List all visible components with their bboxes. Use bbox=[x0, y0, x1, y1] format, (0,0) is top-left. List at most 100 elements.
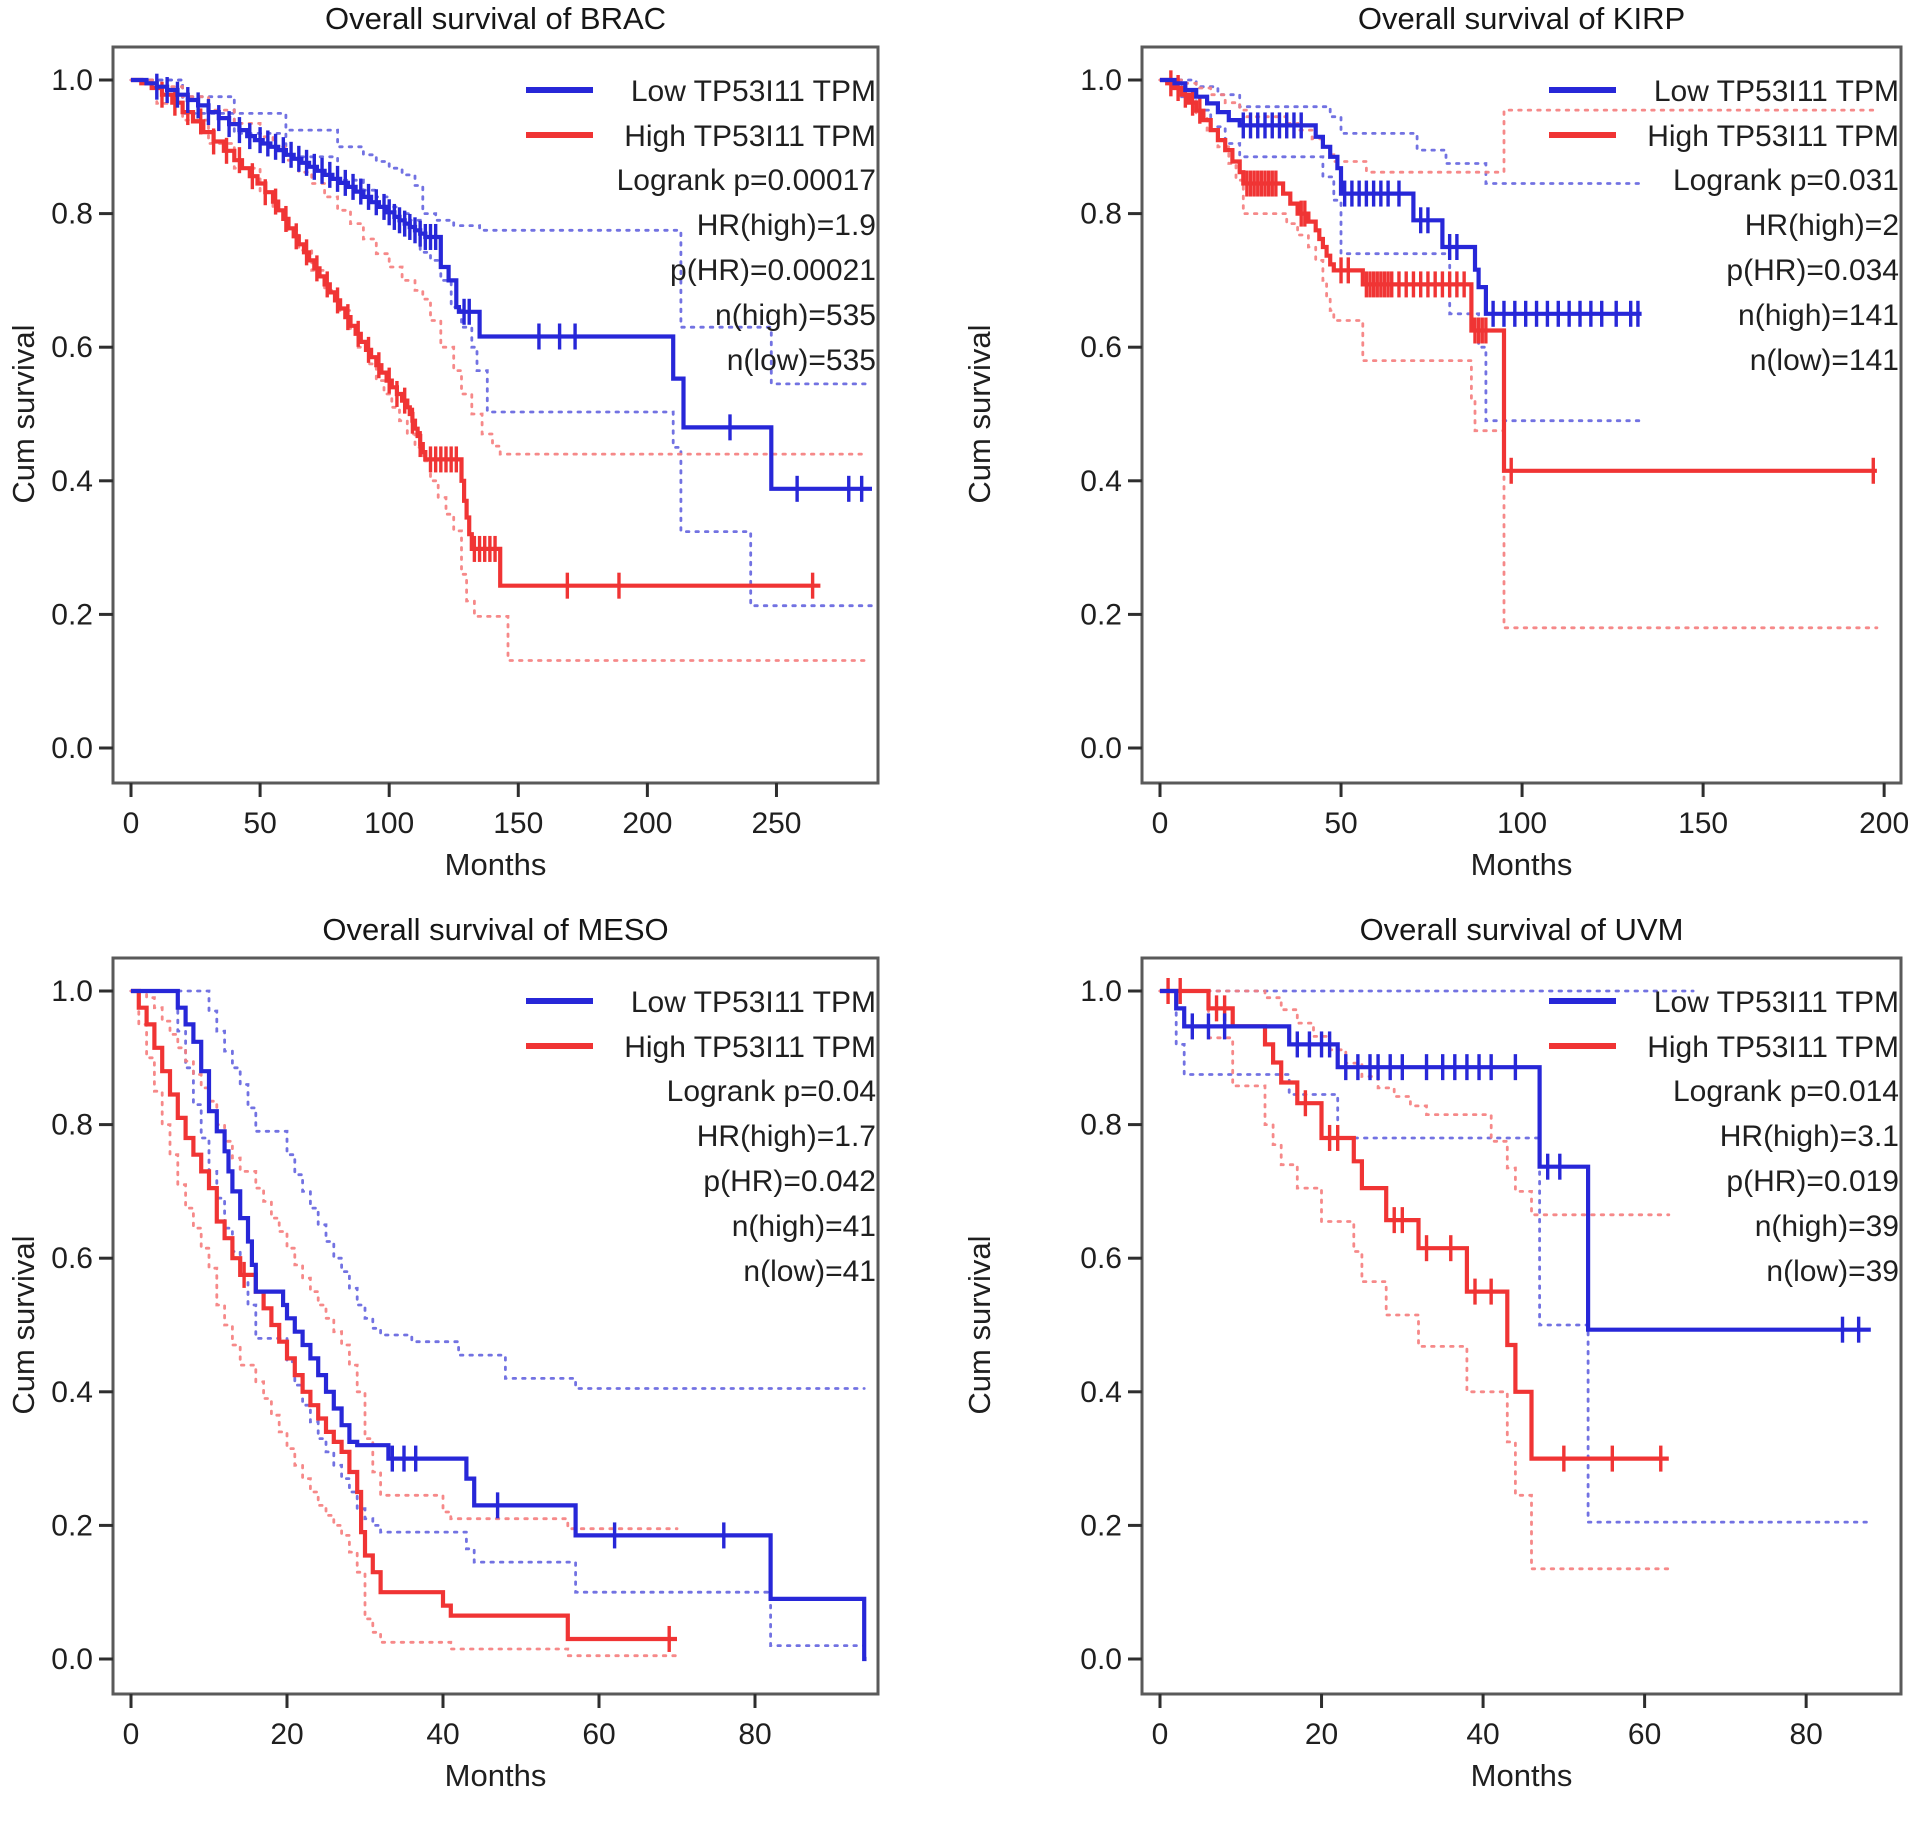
stat-line: Logrank p=0.031 bbox=[1673, 164, 1899, 197]
x-tick-label: 100 bbox=[364, 807, 414, 840]
x-tick-label: 0 bbox=[123, 807, 140, 840]
x-tick-label: 0 bbox=[1152, 807, 1169, 840]
y-tick-label: 0.8 bbox=[1080, 198, 1122, 231]
legend-label-high: High TP53I11 TPM bbox=[624, 120, 876, 153]
ci-curve-high-ci-lower bbox=[129, 78, 869, 662]
ci-curve-low-ci-upper bbox=[1158, 78, 1643, 185]
stat-line: HR(high)=1.7 bbox=[697, 1120, 876, 1153]
survival-panel-brac: 0.0 0.2 0.4 0.6 0.8 1.0 0 50 100 150 200 250 Months C… bbox=[0, 0, 956, 911]
x-tick-label: 20 bbox=[1305, 1718, 1338, 1751]
legend-label-low: Low TP53I11 TPM bbox=[1654, 75, 1899, 108]
stat-line: n(high)=41 bbox=[732, 1210, 876, 1243]
legend-label-low: Low TP53I11 TPM bbox=[631, 75, 876, 108]
y-tick-label: 0.0 bbox=[51, 732, 93, 765]
km-curve-high bbox=[131, 988, 677, 1642]
stat-line: n(high)=141 bbox=[1738, 299, 1899, 332]
stat-line: p(HR)=0.00021 bbox=[670, 254, 876, 287]
y-tick-label: 0.8 bbox=[1080, 1109, 1122, 1142]
y-axis-label: Cum survival bbox=[962, 1235, 997, 1414]
km-plot-kirp: 0.0 0.2 0.4 0.6 0.8 1.0 0 50 100 150 200 Months Cum … bbox=[962, 45, 1909, 882]
ci-curve-high-ci-lower bbox=[1158, 989, 1671, 1571]
y-tick-label: 0.8 bbox=[51, 198, 93, 231]
y-tick-label: 0.4 bbox=[51, 465, 93, 498]
legend-label-high: High TP53I11 TPM bbox=[1647, 120, 1899, 153]
x-tick-label: 100 bbox=[1497, 807, 1547, 840]
y-tick-label: 1.0 bbox=[51, 64, 93, 97]
x-tick-label: 0 bbox=[1152, 1718, 1169, 1751]
y-tick-label: 0.2 bbox=[51, 598, 93, 631]
x-tick-label: 150 bbox=[493, 807, 543, 840]
y-axis-label: Cum survival bbox=[962, 324, 997, 503]
stat-line: n(low)=41 bbox=[743, 1255, 876, 1288]
x-axis-label: Months bbox=[1471, 1758, 1573, 1793]
stat-line: HR(high)=1.9 bbox=[697, 209, 876, 242]
y-tick-label: 0.6 bbox=[51, 1242, 93, 1275]
plot-box bbox=[111, 956, 880, 1696]
km-plot-uvm: 0.0 0.2 0.4 0.6 0.8 1.0 0 20 40 60 80 Months Cum sur… bbox=[962, 956, 1903, 1793]
stat-line: n(low)=39 bbox=[1766, 1255, 1899, 1288]
x-tick-label: 0 bbox=[123, 1718, 140, 1751]
survival-panel-kirp: 0.0 0.2 0.4 0.6 0.8 1.0 0 50 100 150 200 Months Cum … bbox=[956, 0, 1913, 911]
x-tick-label: 40 bbox=[1466, 1718, 1499, 1751]
x-tick-label: 40 bbox=[426, 1718, 459, 1751]
ci-curve-high-ci-upper bbox=[129, 78, 869, 456]
ci-curve-low-ci-lower bbox=[1158, 989, 1873, 1524]
panel-title-brac: Overall survival of BRAC bbox=[324, 1, 667, 36]
stat-line: Logrank p=0.04 bbox=[667, 1075, 876, 1108]
x-tick-label: 60 bbox=[582, 1718, 615, 1751]
km-curve-high bbox=[131, 77, 821, 588]
y-tick-label: 1.0 bbox=[1080, 975, 1122, 1008]
x-axis-label: Months bbox=[445, 847, 547, 882]
y-tick-label: 0.2 bbox=[1080, 1509, 1122, 1542]
y-axis-label: Cum survival bbox=[6, 324, 41, 503]
y-tick-label: 0.4 bbox=[1080, 1376, 1122, 1409]
x-tick-label: 50 bbox=[1324, 807, 1357, 840]
x-tick-label: 60 bbox=[1628, 1718, 1661, 1751]
ci-curve-high-ci-upper bbox=[1158, 78, 1879, 174]
legend-label-high: High TP53I11 TPM bbox=[1647, 1031, 1899, 1064]
y-tick-label: 0.0 bbox=[51, 1643, 93, 1676]
x-tick-label: 50 bbox=[243, 807, 276, 840]
y-tick-label: 0.6 bbox=[51, 331, 93, 364]
stat-line: p(HR)=0.019 bbox=[1726, 1165, 1899, 1198]
y-tick-label: 0.0 bbox=[1080, 1643, 1122, 1676]
ci-curve-high-ci-lower bbox=[1158, 78, 1879, 630]
y-tick-label: 0.6 bbox=[1080, 331, 1122, 364]
y-tick-label: 1.0 bbox=[51, 975, 93, 1008]
ci-curve-low-ci-lower bbox=[129, 78, 874, 608]
km-curve-low bbox=[1160, 988, 1871, 1332]
y-tick-label: 0.0 bbox=[1080, 732, 1122, 765]
y-tick-label: 0.2 bbox=[51, 1509, 93, 1542]
stat-line: n(high)=39 bbox=[1755, 1210, 1899, 1243]
x-tick-label: 80 bbox=[1789, 1718, 1822, 1751]
legend-label-low: Low TP53I11 TPM bbox=[1654, 986, 1899, 1019]
ci-curve-low-ci-upper bbox=[129, 989, 866, 1390]
panel-title-meso: Overall survival of MESO bbox=[322, 912, 669, 947]
stat-line: n(low)=535 bbox=[727, 344, 876, 377]
ci-curve-low-ci-lower bbox=[129, 989, 866, 1647]
stat-line: HR(high)=3.1 bbox=[1720, 1120, 1899, 1153]
km-curve-low bbox=[1160, 77, 1642, 316]
x-tick-label: 250 bbox=[751, 807, 801, 840]
stat-line: p(HR)=0.042 bbox=[703, 1165, 876, 1198]
km-curve-high bbox=[1160, 988, 1669, 1461]
x-axis-label: Months bbox=[1471, 847, 1573, 882]
y-tick-label: 0.8 bbox=[51, 1109, 93, 1142]
survival-panel-meso: 0.0 0.2 0.4 0.6 0.8 1.0 0 20 40 60 80 Months Cum sur… bbox=[0, 911, 956, 1823]
plot-box bbox=[1140, 956, 1903, 1696]
x-axis-label: Months bbox=[445, 1758, 547, 1793]
stat-line: n(high)=535 bbox=[715, 299, 876, 332]
x-tick-label: 200 bbox=[1859, 807, 1909, 840]
plot-box bbox=[111, 45, 880, 785]
y-tick-label: 0.6 bbox=[1080, 1242, 1122, 1275]
y-tick-label: 0.2 bbox=[1080, 598, 1122, 631]
km-plot-meso: 0.0 0.2 0.4 0.6 0.8 1.0 0 20 40 60 80 Months Cum sur… bbox=[6, 956, 880, 1793]
x-tick-label: 80 bbox=[738, 1718, 771, 1751]
km-curve-low bbox=[131, 988, 867, 1662]
x-tick-label: 200 bbox=[622, 807, 672, 840]
y-tick-label: 0.4 bbox=[51, 1376, 93, 1409]
y-tick-label: 1.0 bbox=[1080, 64, 1122, 97]
legend-label-low: Low TP53I11 TPM bbox=[631, 986, 876, 1019]
stat-line: n(low)=141 bbox=[1750, 344, 1899, 377]
